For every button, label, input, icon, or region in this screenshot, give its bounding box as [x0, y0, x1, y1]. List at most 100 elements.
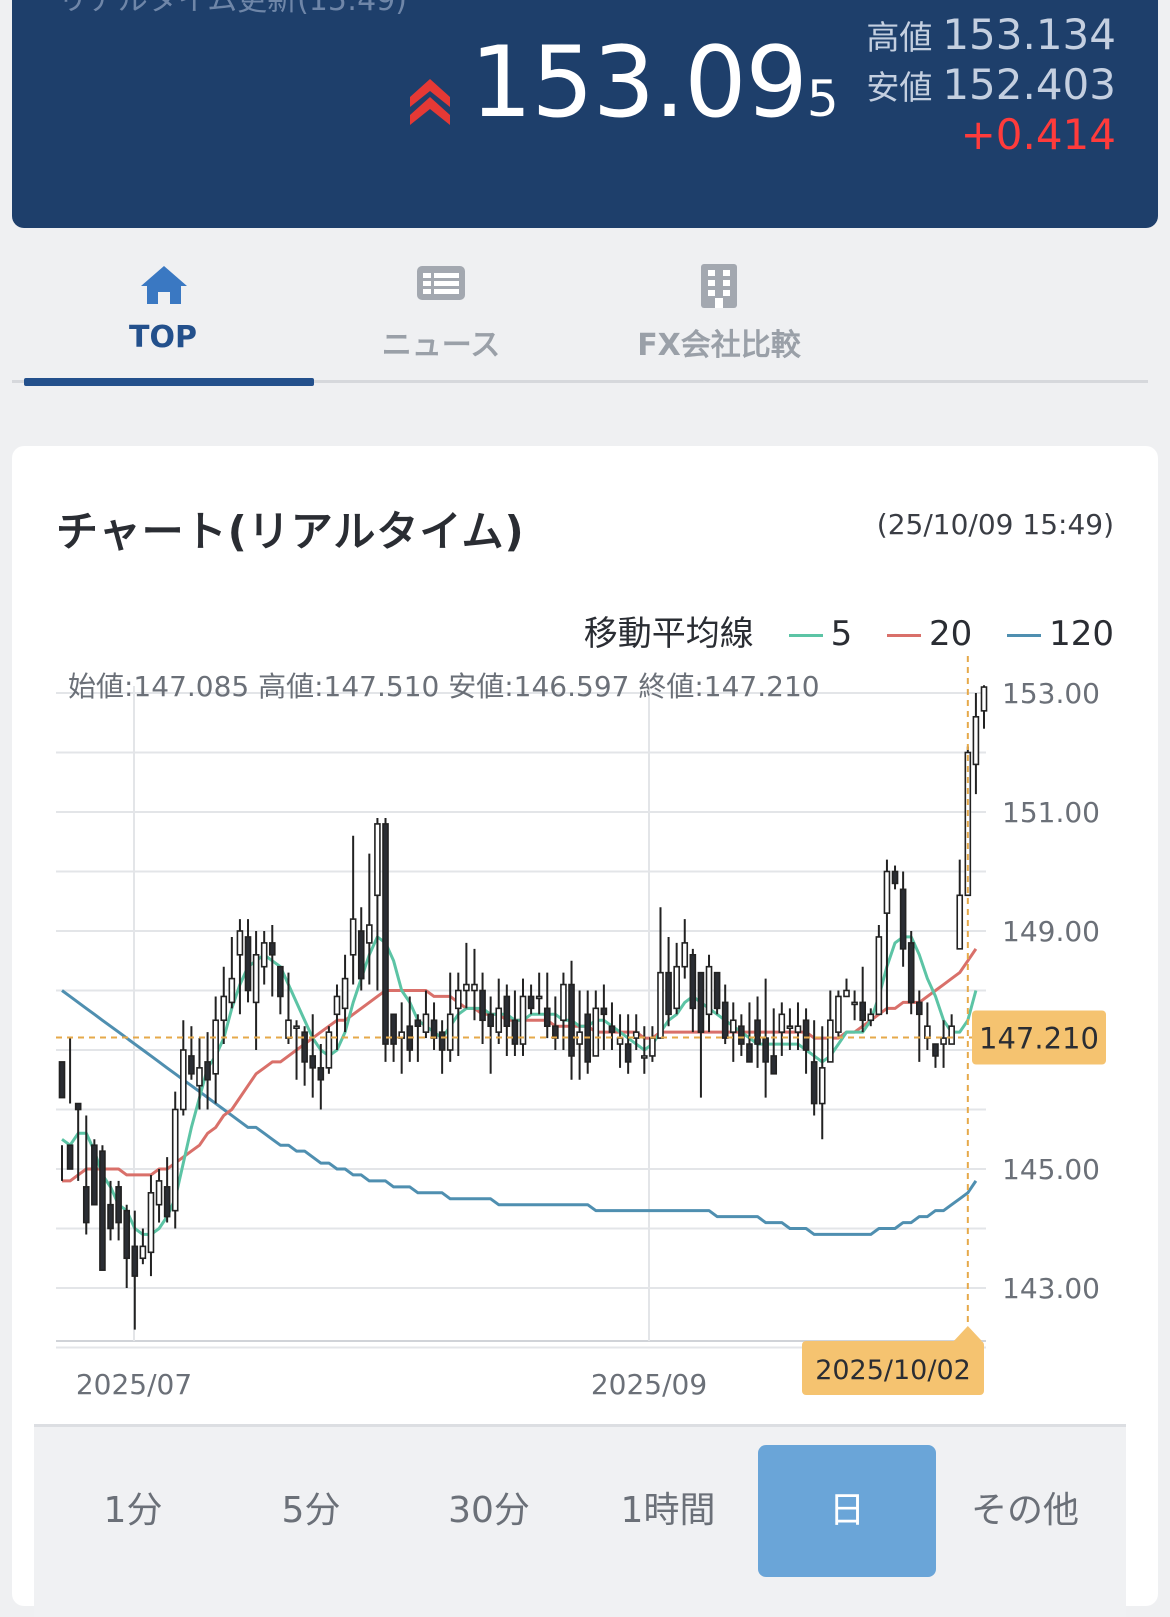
- candle-down-body: [301, 1031, 308, 1063]
- candle-up-body: [632, 1031, 640, 1039]
- candle-down-body: [624, 1043, 632, 1063]
- candle-up-body: [843, 989, 850, 998]
- candle-up-body: [851, 1001, 858, 1006]
- candle-up-body: [560, 983, 567, 1022]
- candle-up-body: [883, 870, 891, 914]
- candle: [681, 919, 689, 979]
- candle-down-body: [268, 942, 276, 956]
- period-other-button[interactable]: その他: [970, 1490, 1079, 1531]
- candle-down-body: [438, 1031, 446, 1051]
- y-tick-label: 151.00: [1002, 796, 1100, 829]
- candle-down-body: [66, 1144, 74, 1170]
- candle: [139, 1228, 147, 1265]
- candle-down-body: [503, 995, 511, 1028]
- candle: [891, 865, 899, 890]
- candle-up-body: [171, 1108, 179, 1212]
- low-value: 152.403: [942, 60, 1116, 109]
- candle: [374, 817, 381, 991]
- low-label: 安値: [866, 68, 933, 107]
- candle-up-body: [519, 995, 527, 1045]
- candle: [932, 1043, 939, 1068]
- candle: [956, 859, 964, 950]
- candle-down-body: [58, 1061, 66, 1099]
- candle-up-body: [471, 983, 478, 992]
- y-tick-label: 143.00: [1002, 1272, 1100, 1305]
- candle-up-body: [252, 953, 260, 1004]
- candle: [180, 1020, 187, 1116]
- candle-down-body: [99, 1150, 106, 1271]
- period-1min-button[interactable]: 1分: [103, 1490, 163, 1531]
- y-tick-label: 149.00: [1002, 915, 1100, 948]
- candle-down-body: [899, 888, 907, 950]
- candle-down-body: [697, 971, 705, 1033]
- candle: [705, 954, 713, 1033]
- tab-baseline: [12, 380, 1148, 383]
- candle-down-body: [91, 1144, 98, 1206]
- candle: [940, 1020, 947, 1068]
- candle-down-body: [511, 1019, 519, 1045]
- candle-up-body: [341, 977, 349, 1010]
- candle: [527, 984, 535, 1015]
- candle-up-body: [867, 1013, 875, 1022]
- candle-down-body: [721, 1001, 729, 1039]
- candle: [608, 1002, 616, 1050]
- candle-up-body: [948, 1025, 955, 1045]
- candle: [948, 1014, 955, 1045]
- candle-up-body: [293, 1025, 300, 1030]
- candle: [479, 972, 486, 1045]
- candle: [624, 1014, 632, 1074]
- ma120-line: [61, 989, 978, 1236]
- candlestick-chart[interactable]: 147.210 2025/10/02 始値:147.085 高値:147.510 …: [12, 446, 1158, 1406]
- active-tab-indicator: [24, 378, 314, 386]
- tab-top[interactable]: TOP: [24, 248, 302, 382]
- candle-down-body: [163, 1186, 171, 1218]
- period-daily-button[interactable]: 日: [758, 1445, 936, 1577]
- candle: [366, 853, 373, 985]
- high-value: 153.134: [942, 10, 1116, 59]
- period-30min-button[interactable]: 30分: [448, 1490, 530, 1531]
- candle: [818, 1026, 826, 1140]
- tab-fx-comparison[interactable]: FX会社比較: [580, 248, 858, 382]
- tab-news[interactable]: ニュース: [302, 248, 580, 382]
- candle-down-body: [932, 1043, 939, 1057]
- candle-up-body: [260, 942, 268, 968]
- candle-down-body: [527, 995, 535, 1010]
- period-1hour-button[interactable]: 1時間: [620, 1490, 716, 1531]
- candle-up-body: [940, 1037, 947, 1045]
- candle: [171, 1091, 179, 1229]
- candle: [746, 1002, 753, 1063]
- candle-up-body: [220, 995, 228, 1022]
- candle-up-body: [454, 989, 462, 1010]
- candle-down-body: [82, 1186, 90, 1224]
- candle: [810, 1020, 818, 1116]
- candle: [835, 990, 842, 1039]
- candle-up-body: [228, 977, 236, 1004]
- candle-down-body: [665, 971, 672, 1016]
- candle-up-body: [649, 1037, 656, 1057]
- candle-up-body: [325, 1031, 333, 1069]
- candle: [91, 1139, 98, 1206]
- candle-up-body: [956, 894, 964, 950]
- rate-card: リアルタイム更新(15:49) 153.095 高値 153.134 安値 152.…: [12, 0, 1158, 228]
- ma120-legend-label: 120: [1049, 614, 1114, 654]
- candle: [843, 978, 850, 998]
- candle: [260, 931, 268, 985]
- candle-down-body: [74, 1102, 82, 1111]
- candle: [632, 1014, 640, 1050]
- candle: [414, 1014, 422, 1062]
- building-icon: [701, 264, 737, 308]
- candle-up-body: [155, 1180, 163, 1206]
- period-5min-button[interactable]: 5分: [281, 1490, 341, 1531]
- ma-legend: 移動平均線 5 20 120: [584, 606, 1114, 655]
- candle-up-body: [924, 1025, 931, 1039]
- candle-up-body: [463, 983, 470, 992]
- candle: [252, 931, 260, 1050]
- ohlc-info: 始値:147.085 高値:147.510 安値:146.597 終値:147.…: [68, 670, 820, 703]
- candle-up-body: [139, 1245, 147, 1260]
- candle: [754, 996, 761, 1068]
- candle-up-body: [641, 1055, 648, 1059]
- crosshair-price-box: [972, 1010, 1106, 1065]
- candle: [115, 1180, 122, 1241]
- candle: [738, 1014, 745, 1056]
- candle: [147, 1174, 155, 1277]
